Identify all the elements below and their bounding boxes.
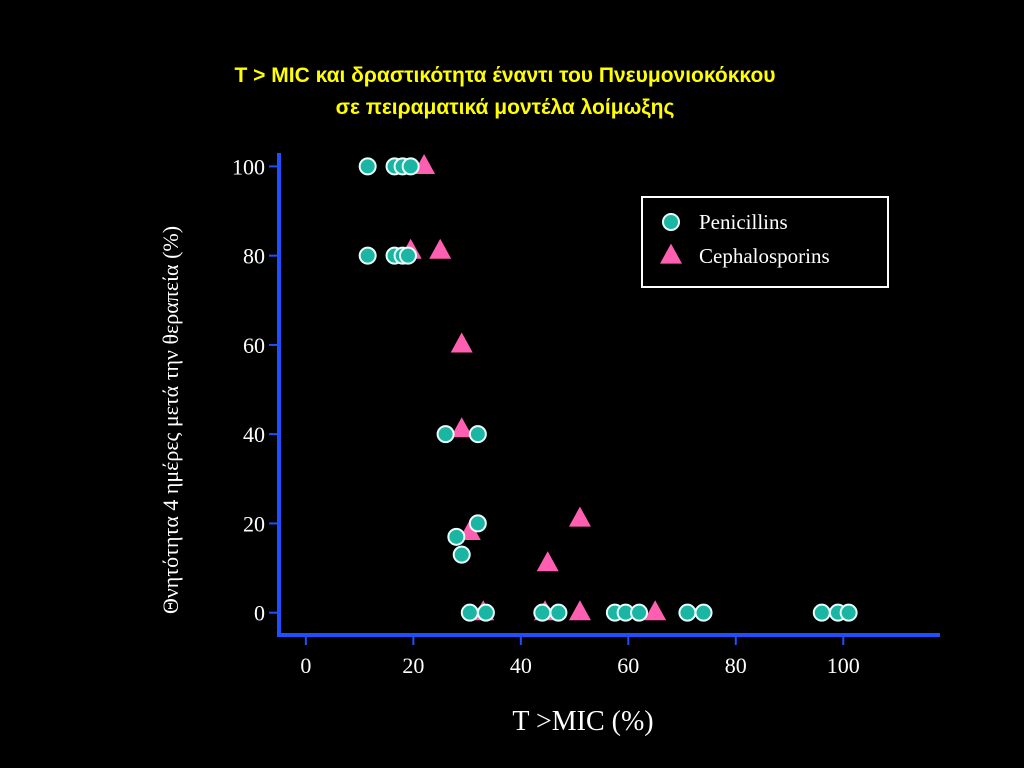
chart-title: T > MIC και δραστικότητα έναντι του Πνευ… [0,60,1010,124]
penicillins-point-15 [533,603,552,622]
penicillins-point-12 [468,514,487,533]
penicillins-point-0 [358,157,377,176]
x-tick-label-60: 60 [617,653,639,678]
penicillins-point-13 [460,603,479,622]
penicillins-point-21 [694,603,713,622]
cephalosporins-point-3 [450,332,473,353]
cephalosporins-point-11 [644,600,667,621]
chart-ticks: 0 20 40 60 80 100 0 20 40 60 80 100 [232,154,860,678]
legend-penicillins-marker [662,213,680,231]
x-tick-label-40: 40 [510,653,532,678]
chart-title-line-1: T > MIC και δραστικότητα έναντι του Πνευ… [234,64,776,87]
x-tick-label-100: 100 [827,653,860,678]
y-tick-label-20: 20 [243,511,265,536]
y-axis-label: Θνητότητα 4 ημέρες μετά την θεραπεία (%) [158,226,183,614]
chart-marks [358,153,858,622]
chart-axes [277,153,940,637]
cephalosporins-point-4 [450,417,473,438]
legend-cephalosporins-marker [660,243,682,264]
cephalosporins-point-7 [568,506,591,527]
penicillins-point-4 [358,246,377,265]
penicillins-point-20 [678,603,697,622]
y-tick-label-40: 40 [243,422,265,447]
chart-legend: Penicillins Cephalosporins [641,196,889,288]
penicillins-point-11 [452,545,471,564]
y-tick-label-60: 60 [243,333,265,358]
penicillins-point-7 [398,246,417,265]
penicillins-point-8 [436,425,455,444]
series-cephalosporins [399,153,667,621]
penicillins-point-24 [839,603,858,622]
penicillins-point-10 [447,527,466,546]
series-penicillins [358,157,858,622]
cephalosporins-point-10 [568,600,591,621]
y-tick-label-0: 0 [254,601,265,626]
penicillins-point-3 [401,157,420,176]
penicillins-point-22 [812,603,831,622]
penicillins-point-14 [476,603,495,622]
x-tick-label-0: 0 [300,653,311,678]
penicillins-point-19 [630,603,649,622]
penicillins-point-16 [549,603,568,622]
cephalosporins-point-2 [429,238,452,259]
legend-cephalosporins-label: Cephalosporins [699,244,830,268]
y-tick-label-100: 100 [232,154,265,179]
x-tick-label-80: 80 [725,653,747,678]
x-tick-label-20: 20 [402,653,424,678]
cephalosporins-point-6 [536,551,559,572]
chart-title-line-2: σε πειραματικά μοντέλα λοίμωξης [335,96,675,119]
penicillins-point-9 [468,425,487,444]
legend-box [641,196,889,288]
y-tick-label-80: 80 [243,244,265,269]
legend-penicillins-label: Penicillins [699,210,788,234]
x-axis-label: T >MIC (%) [512,706,653,737]
